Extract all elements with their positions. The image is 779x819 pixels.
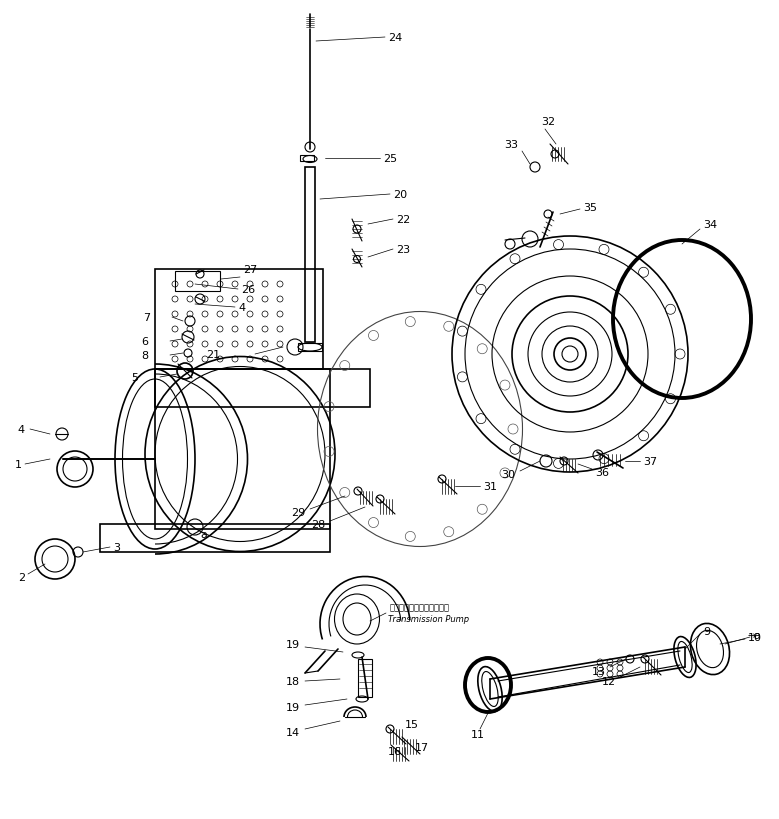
Text: 14: 14 bbox=[286, 727, 300, 737]
Bar bbox=[155, 369, 330, 529]
Text: 6: 6 bbox=[141, 337, 148, 346]
Text: 3: 3 bbox=[113, 542, 120, 552]
Text: 1: 1 bbox=[15, 459, 22, 469]
Text: 36: 36 bbox=[595, 468, 609, 477]
Text: →: → bbox=[748, 631, 756, 640]
Text: 27: 27 bbox=[243, 265, 257, 274]
Bar bbox=[100, 524, 330, 552]
Text: 19: 19 bbox=[286, 639, 300, 649]
Text: 37: 37 bbox=[643, 456, 657, 467]
Bar bbox=[175, 272, 220, 292]
Text: 5: 5 bbox=[131, 373, 138, 382]
Text: 23: 23 bbox=[396, 245, 410, 255]
Text: 20: 20 bbox=[393, 190, 407, 200]
Text: 13: 13 bbox=[592, 666, 606, 676]
Bar bbox=[155, 369, 370, 408]
Bar bbox=[300, 156, 314, 162]
Text: 29: 29 bbox=[291, 508, 305, 518]
Text: 33: 33 bbox=[504, 140, 518, 150]
Text: 8: 8 bbox=[141, 351, 148, 360]
Text: 9: 9 bbox=[703, 627, 710, 636]
Text: 25: 25 bbox=[383, 154, 397, 164]
Text: 21: 21 bbox=[206, 350, 220, 360]
Text: 28: 28 bbox=[311, 519, 325, 529]
Text: 35: 35 bbox=[583, 203, 597, 213]
Text: 30: 30 bbox=[501, 469, 515, 479]
Text: 7: 7 bbox=[143, 313, 150, 323]
Text: 11: 11 bbox=[471, 729, 485, 739]
Text: 4: 4 bbox=[238, 303, 245, 313]
Text: 15: 15 bbox=[405, 719, 419, 729]
Text: 17: 17 bbox=[415, 742, 429, 752]
Text: 2: 2 bbox=[18, 572, 25, 582]
Text: 18: 18 bbox=[286, 676, 300, 686]
Text: 4: 4 bbox=[18, 424, 25, 434]
Text: 32: 32 bbox=[541, 117, 555, 127]
Bar bbox=[358, 659, 372, 697]
Text: a: a bbox=[200, 529, 207, 540]
Text: 22: 22 bbox=[396, 215, 411, 224]
Text: 24: 24 bbox=[388, 33, 402, 43]
Bar bbox=[305, 168, 315, 342]
Text: 16: 16 bbox=[388, 746, 402, 756]
Text: 26: 26 bbox=[241, 285, 256, 295]
Text: 34: 34 bbox=[703, 219, 717, 229]
Text: Transmission Pump: Transmission Pump bbox=[388, 615, 469, 624]
Bar bbox=[298, 344, 322, 351]
Text: 19: 19 bbox=[286, 702, 300, 713]
Text: トランスミッションポンプ: トランスミッションポンプ bbox=[390, 603, 450, 612]
Text: 31: 31 bbox=[483, 482, 497, 491]
Text: 12: 12 bbox=[602, 676, 616, 686]
Text: a: a bbox=[753, 631, 760, 640]
Text: 10: 10 bbox=[748, 632, 762, 642]
Bar bbox=[155, 269, 323, 369]
